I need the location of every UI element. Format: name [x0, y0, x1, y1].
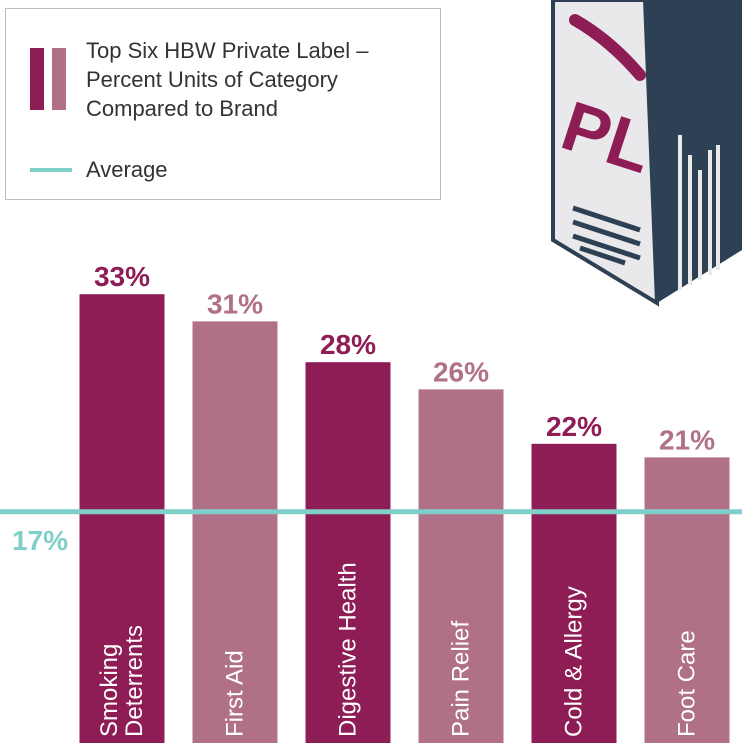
legend-swatch [30, 48, 44, 110]
pl-icon: PL [553, 0, 742, 303]
legend-label: Top Six HBW Private Label – Percent Unit… [86, 36, 406, 123]
category-label: Digestive Health [336, 562, 361, 737]
value-label: 33% [94, 261, 150, 292]
average-label: 17% [12, 525, 68, 556]
value-label: 26% [433, 356, 489, 387]
category-label: Pain Relief [449, 621, 474, 737]
category-label: Foot Care [675, 630, 700, 737]
value-label: 31% [207, 288, 263, 319]
category-label: Cold & Allergy [562, 586, 587, 737]
category-label: First Aid [223, 650, 248, 737]
value-label: 21% [659, 424, 715, 455]
value-label: 22% [546, 411, 602, 442]
legend-label: Average [86, 155, 168, 184]
chart: PL 33% 31% 28% 26% 22% 21% 17% Top Six HBW Pri… [0, 0, 742, 743]
category-label: Smoking Deterrents [97, 625, 147, 737]
legend-swatch [52, 48, 66, 110]
value-label: 28% [320, 329, 376, 360]
